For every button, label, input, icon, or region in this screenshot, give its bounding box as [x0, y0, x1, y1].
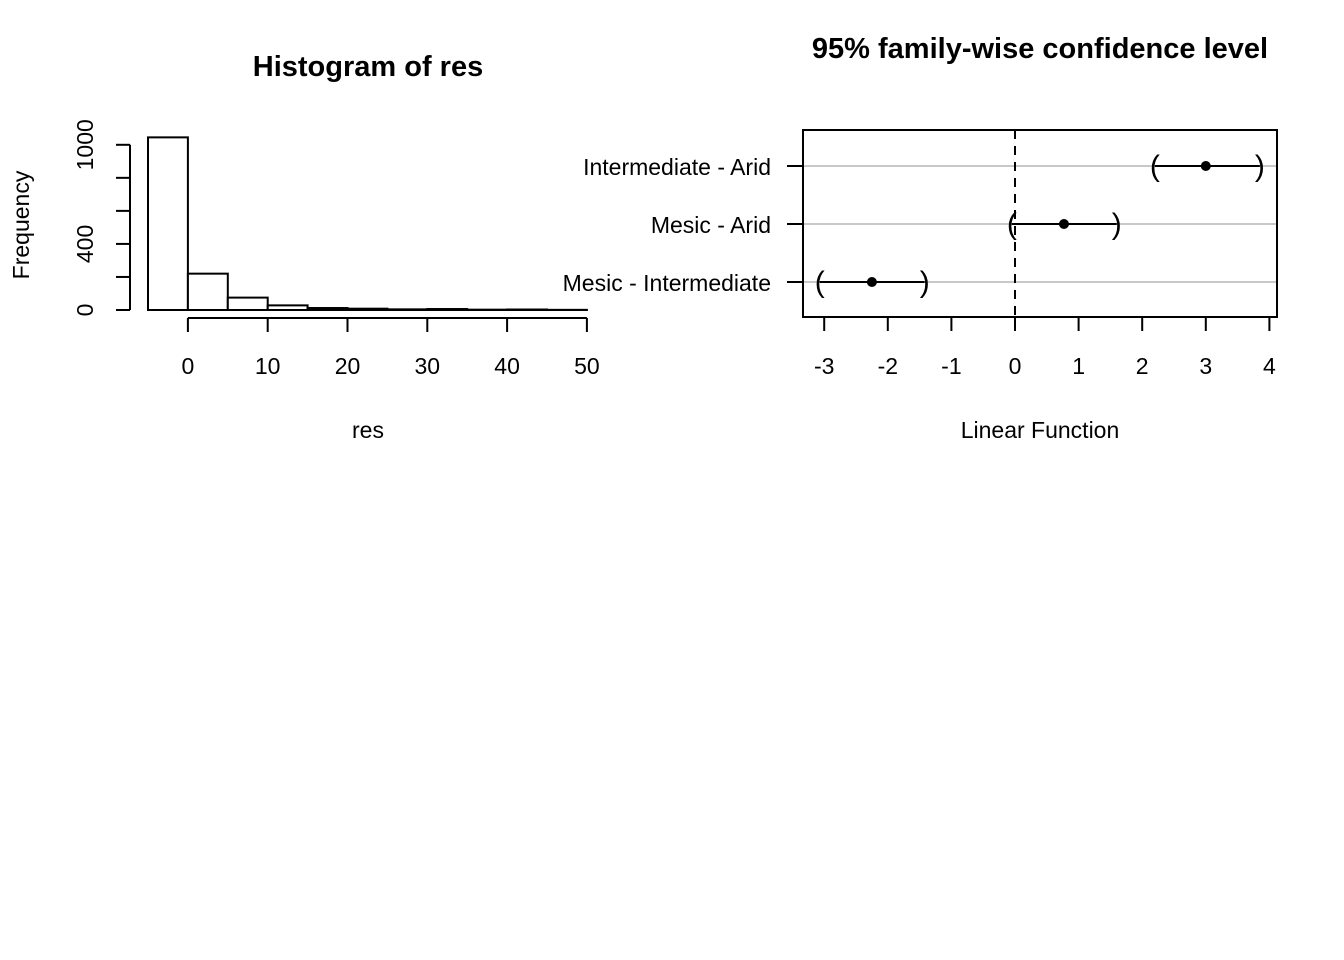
ci-x-tick-label: 3 — [1199, 353, 1212, 379]
ci-x-axis: -3 -2 -1 0 1 2 3 4 — [814, 316, 1276, 379]
histogram-y-axis-label: Frequency — [8, 170, 34, 279]
histogram-panel: Histogram of res res Frequency 0 10 20 30 40… — [8, 51, 600, 443]
ci-y-axis: Intermediate - Arid Mesic - Arid Mesic - I… — [563, 154, 803, 296]
ci-lower-bracket: ( — [1150, 150, 1160, 183]
ci-lower-bracket: ( — [815, 266, 825, 299]
histogram-title: Histogram of res — [253, 51, 483, 83]
ci-upper-bracket: ) — [1112, 208, 1122, 241]
ci-x-tick-label: -3 — [814, 353, 834, 379]
histogram-x-tick-label: 40 — [494, 353, 520, 379]
ci-intervals: () () () — [815, 150, 1265, 299]
histogram-bar — [226, 296, 269, 311]
ci-x-axis-label: Linear Function — [961, 417, 1120, 443]
ci-comparison-label: Intermediate - Arid — [583, 154, 771, 180]
histogram-bar — [426, 308, 469, 311]
histogram-x-axis-label: res — [352, 417, 384, 443]
histogram-bar — [386, 308, 429, 312]
ci-comparison-label: Mesic - Intermediate — [563, 270, 771, 296]
ci-upper-bracket: ) — [920, 266, 930, 299]
histogram-x-tick-label: 30 — [415, 353, 441, 379]
histogram-bar — [346, 307, 389, 312]
histogram-bar — [147, 136, 189, 311]
histogram-y-tick-label: 0 — [72, 304, 98, 317]
histogram-y-tick-label: 400 — [72, 225, 98, 263]
histogram-bar — [266, 304, 309, 311]
ci-lower-bracket: ( — [1007, 208, 1017, 241]
ci-estimate-point — [866, 277, 877, 287]
histogram-bar — [186, 272, 229, 312]
histogram-x-tick-label: 0 — [182, 353, 195, 379]
ci-comparison-label: Mesic - Arid — [651, 212, 771, 238]
ci-x-tick-label: -1 — [941, 353, 961, 379]
ci-x-tick-label: -2 — [878, 353, 898, 379]
ci-x-tick-label: 2 — [1136, 353, 1149, 379]
ci-estimate-point — [1200, 161, 1211, 171]
ci-x-tick-label: 4 — [1263, 353, 1276, 379]
histogram-y-tick-label: 1000 — [72, 119, 98, 170]
ci-upper-bracket: ) — [1255, 150, 1265, 183]
histogram-x-tick-label: 50 — [574, 353, 600, 379]
ci-x-tick-label: 1 — [1072, 353, 1085, 379]
confidence-interval-panel: 95% family-wise confidence level Linear … — [563, 33, 1278, 443]
histogram-bar — [306, 307, 349, 312]
ci-title: 95% family-wise confidence level — [812, 33, 1268, 65]
histogram-x-tick-label: 20 — [335, 353, 361, 379]
histogram-bars — [147, 136, 588, 312]
histogram-y-axis: 0 400 1000 — [72, 119, 131, 317]
histogram-x-axis: 0 10 20 30 40 50 — [182, 317, 600, 379]
ci-x-tick-label: 0 — [1009, 353, 1022, 379]
histogram-x-tick-label: 10 — [255, 353, 281, 379]
ci-estimate-point — [1058, 219, 1069, 229]
